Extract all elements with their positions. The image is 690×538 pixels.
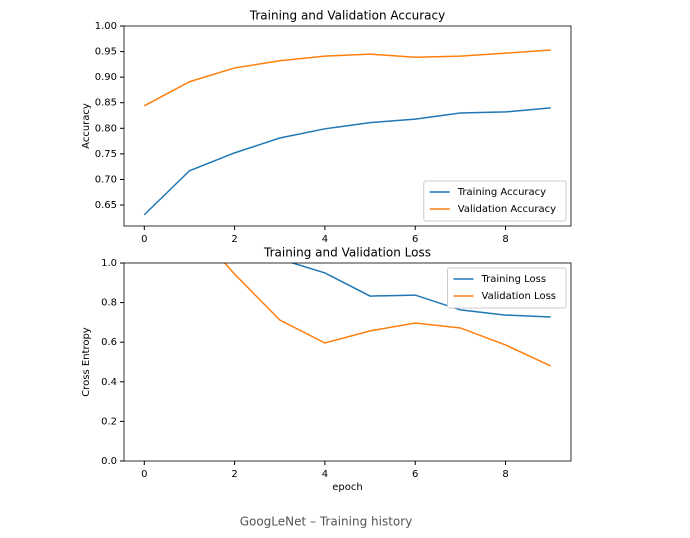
plot-frame: [123, 262, 572, 462]
plot-frame: [123, 25, 572, 227]
legend-label: Validation Loss: [482, 291, 557, 302]
y-tick-label: 1.00: [95, 21, 117, 32]
x-tick-label: 8: [502, 469, 508, 480]
y-axis-label: Cross Entropy: [81, 327, 92, 397]
x-tick-label: 4: [322, 469, 328, 480]
series-line: [143, 107, 551, 216]
y-axis-label: Accuracy: [81, 103, 92, 149]
series-line: [143, 49, 551, 107]
chart-title: Training and Validation Loss: [263, 246, 431, 260]
y-tick-label: 0.80: [95, 123, 117, 134]
x-tick-label: 2: [231, 469, 237, 480]
caption: GoogLeNet – Training history: [240, 515, 413, 529]
y-tick-label: 0.75: [95, 149, 117, 160]
series-line: [290, 263, 551, 318]
x-tick-label: 8: [502, 234, 508, 245]
y-tick-label: 0.8: [101, 298, 117, 309]
legend-label: Validation Accuracy: [458, 204, 556, 215]
y-tick-label: 0.6: [101, 337, 117, 348]
x-tick-label: 4: [322, 234, 328, 245]
legend-label: Training Loss: [481, 274, 547, 285]
y-tick-label: 1.0: [101, 258, 117, 269]
y-tick-label: 0.70: [95, 174, 117, 185]
legend: Training Loss Validation Loss: [447, 267, 567, 309]
x-tick-label: 0: [141, 234, 147, 245]
series-line: [223, 263, 551, 367]
y-tick-label: 0.95: [95, 47, 117, 58]
y-tick-label: 0.85: [95, 98, 117, 109]
legend-box: [447, 267, 567, 309]
y-tick-label: 0.90: [95, 72, 117, 83]
y-tick-label: 0.0: [101, 456, 117, 467]
legend: Training Accuracy Validation Accuracy: [423, 180, 567, 222]
y-tick-label: 0.4: [101, 377, 117, 388]
legend-box: [423, 180, 567, 222]
legend-label: Training Accuracy: [457, 187, 546, 198]
y-tick-label: 0.2: [101, 416, 117, 427]
chart-title: Training and Validation Accuracy: [249, 9, 445, 23]
x-tick-label: 2: [231, 234, 237, 245]
y-tick-label: 0.65: [95, 200, 117, 211]
x-tick-label: 6: [412, 234, 418, 245]
x-tick-label: 6: [412, 469, 418, 480]
x-axis-label: epoch: [332, 482, 362, 493]
x-tick-label: 0: [141, 469, 147, 480]
